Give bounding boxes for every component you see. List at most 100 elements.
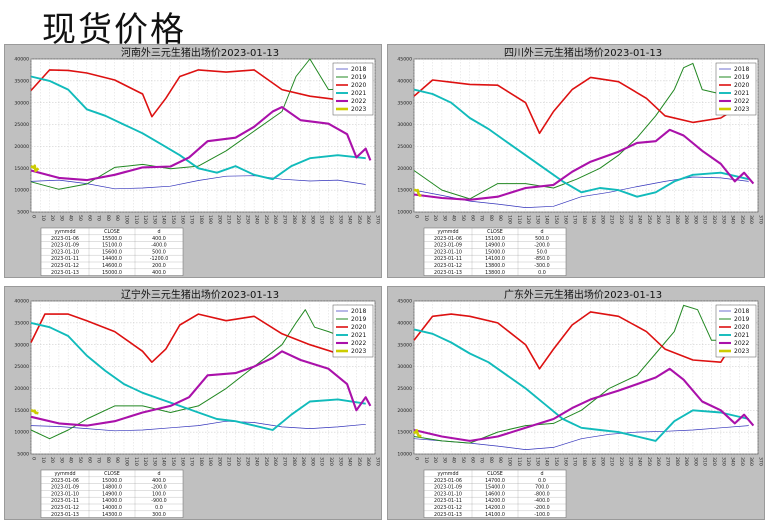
legend-label-2022: 2022 bbox=[351, 98, 366, 105]
x-tick-label: 130 bbox=[151, 215, 157, 224]
table-cell: -850.0 bbox=[534, 256, 549, 262]
table-cell: -400.0 bbox=[151, 243, 166, 249]
legend-label-2019: 2019 bbox=[351, 74, 366, 81]
table-cell: 13800.0 bbox=[485, 263, 505, 269]
table-cell: 300.0 bbox=[152, 512, 166, 518]
x-tick-label: 50 bbox=[460, 215, 466, 221]
x-tick-label: 150 bbox=[170, 215, 176, 224]
series-line-2023 bbox=[30, 409, 39, 415]
x-tick-label: 110 bbox=[516, 215, 522, 224]
table-cell: 2023-01-10 bbox=[51, 491, 79, 497]
x-tick-label: 230 bbox=[627, 215, 633, 224]
x-tick-label: 50 bbox=[460, 457, 466, 463]
x-tick-label: 340 bbox=[347, 215, 353, 224]
legend-label-2022: 2022 bbox=[734, 340, 749, 347]
x-tick-label: 50 bbox=[77, 215, 83, 221]
y-tick-label: 10000 bbox=[397, 452, 412, 458]
y-tick-label: 35000 bbox=[14, 78, 29, 84]
x-tick-label: 370 bbox=[375, 215, 381, 224]
x-tick-label: 60 bbox=[86, 457, 92, 463]
table-cell: 15500.0 bbox=[102, 236, 122, 242]
x-tick-label: 160 bbox=[562, 215, 568, 224]
x-tick-label: 20 bbox=[49, 215, 55, 221]
table-cell: -400.0 bbox=[534, 498, 549, 504]
legend-box bbox=[715, 62, 757, 116]
x-tick-label: 90 bbox=[114, 215, 120, 221]
data-table bbox=[423, 469, 567, 518]
x-tick-label: 80 bbox=[488, 215, 494, 221]
table-cell: 0.0 bbox=[538, 478, 546, 484]
x-tick-label: 230 bbox=[244, 215, 250, 224]
legend-label-2020: 2020 bbox=[351, 82, 366, 89]
x-tick-label: 30 bbox=[58, 215, 64, 221]
x-tick-label: 0 bbox=[414, 215, 420, 218]
x-tick-label: 260 bbox=[272, 215, 278, 224]
chart-sichuan: 四川外三元生猪出场价2023-01-1310000150002000025000… bbox=[397, 46, 764, 276]
x-tick-label: 20 bbox=[49, 457, 55, 463]
y-tick-label: 40000 bbox=[14, 299, 29, 305]
x-tick-label: 100 bbox=[506, 215, 512, 224]
y-tick-label: 30000 bbox=[397, 122, 412, 128]
legend-label-2023: 2023 bbox=[734, 106, 749, 113]
table-cell: 400.0 bbox=[152, 478, 166, 484]
series-line-2022 bbox=[30, 350, 372, 427]
x-tick-label: 200 bbox=[599, 457, 605, 466]
x-tick-label: 220 bbox=[618, 215, 624, 224]
legend-label-2022: 2022 bbox=[734, 98, 749, 105]
table-cell: 14200.0 bbox=[485, 498, 505, 504]
table-cell: 15100.0 bbox=[485, 236, 505, 242]
table-cell: -200.0 bbox=[534, 243, 549, 249]
x-tick-label: 230 bbox=[627, 457, 633, 466]
x-tick-label: 90 bbox=[114, 457, 120, 463]
table-cell: 14100.0 bbox=[485, 512, 505, 518]
x-tick-label: 200 bbox=[599, 215, 605, 224]
table-cell: 2023-01-06 bbox=[51, 478, 79, 484]
x-tick-label: 30 bbox=[441, 215, 447, 221]
x-tick-label: 120 bbox=[525, 457, 531, 466]
x-tick-label: 210 bbox=[226, 457, 232, 466]
x-tick-label: 70 bbox=[479, 457, 485, 463]
x-tick-label: 140 bbox=[161, 215, 167, 224]
series-line-2023 bbox=[413, 188, 422, 197]
table-cell: 15000.0 bbox=[485, 249, 505, 255]
table-cell: 14900.0 bbox=[102, 491, 122, 497]
table-cell: -200.0 bbox=[534, 505, 549, 511]
table-cell: 15000.0 bbox=[102, 478, 122, 484]
table-cell: 0.0 bbox=[155, 505, 163, 511]
y-tick-label: 30000 bbox=[14, 100, 29, 106]
x-tick-label: 300 bbox=[309, 457, 315, 466]
x-tick-label: 290 bbox=[683, 457, 689, 466]
table-cell: 14800.0 bbox=[102, 485, 122, 491]
table-cell: 2023-01-13 bbox=[51, 270, 79, 276]
x-tick-label: 220 bbox=[235, 457, 241, 466]
x-tick-label: 350 bbox=[356, 215, 362, 224]
x-tick-label: 100 bbox=[506, 457, 512, 466]
x-tick-label: 30 bbox=[441, 457, 447, 463]
table-cell: 14100.0 bbox=[485, 256, 505, 262]
y-tick-label: 20000 bbox=[397, 166, 412, 172]
x-tick-label: 270 bbox=[665, 457, 671, 466]
series-line-2021 bbox=[413, 88, 749, 198]
table-header-cell: d bbox=[157, 229, 160, 235]
x-tick-label: 90 bbox=[497, 457, 503, 463]
table-cell: 15100.0 bbox=[102, 243, 122, 249]
x-tick-label: 130 bbox=[534, 215, 540, 224]
table-cell: -1200.0 bbox=[150, 256, 169, 262]
x-tick-label: 190 bbox=[207, 215, 213, 224]
series-line-2021 bbox=[30, 321, 366, 431]
legend-label-2023: 2023 bbox=[351, 106, 366, 113]
table-cell: 14000.0 bbox=[102, 505, 122, 511]
table-cell: 200.0 bbox=[152, 263, 166, 269]
x-tick-label: 320 bbox=[711, 457, 717, 466]
x-tick-label: 290 bbox=[300, 457, 306, 466]
table-header-cell: yymmdd bbox=[437, 471, 458, 477]
x-tick-label: 360 bbox=[365, 215, 371, 224]
y-tick-label: 40000 bbox=[397, 78, 412, 84]
x-tick-label: 190 bbox=[590, 215, 596, 224]
y-tick-label: 15000 bbox=[397, 188, 412, 194]
y-tick-label: 10000 bbox=[397, 210, 412, 216]
table-cell: 2023-01-11 bbox=[51, 498, 79, 504]
y-tick-label: 35000 bbox=[14, 320, 29, 326]
x-tick-label: 170 bbox=[189, 215, 195, 224]
y-tick-label: 15000 bbox=[14, 166, 29, 172]
